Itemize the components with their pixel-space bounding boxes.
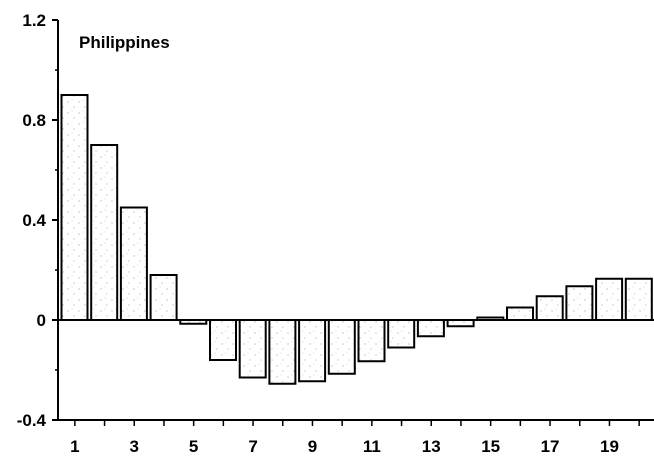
bar [90, 144, 119, 321]
x-tick-label: 11 [363, 437, 381, 456]
y-ticks-group: -0.4 0 0.4 0.8 1.2 [17, 11, 58, 430]
bar [506, 306, 534, 321]
bar [565, 285, 594, 321]
bar [268, 319, 297, 385]
bar [149, 274, 178, 321]
bar [624, 277, 653, 321]
bar [327, 319, 356, 375]
x-tick-label: 19 [600, 437, 619, 456]
y-tick-label: -0.4 [17, 411, 47, 430]
bar [416, 319, 445, 338]
bar [595, 277, 624, 321]
bar [535, 295, 564, 321]
bars-group [60, 94, 653, 385]
bar [298, 319, 327, 383]
y-tick-label: 0.8 [22, 111, 46, 130]
y-tick-label: 0.4 [22, 211, 46, 230]
x-tick-label: 7 [248, 437, 257, 456]
y-tick-label: 1.2 [22, 11, 46, 30]
x-ticks-group: 1 3 5 7 9 11 13 15 17 19 [70, 420, 640, 456]
bar [238, 319, 267, 379]
x-tick-label: 3 [130, 437, 139, 456]
x-tick-label: 1 [70, 437, 79, 456]
x-tick-label: 13 [422, 437, 441, 456]
bar [357, 319, 386, 363]
bar [209, 319, 237, 361]
y-tick-label: 0 [37, 311, 46, 330]
x-tick-label: 17 [541, 437, 560, 456]
x-tick-label: 5 [189, 437, 198, 456]
bar [119, 206, 148, 321]
chart-title: Philippines [79, 33, 170, 52]
x-tick-label: 15 [481, 437, 500, 456]
bar [60, 94, 89, 321]
x-tick-label: 9 [308, 437, 317, 456]
bar [387, 319, 416, 349]
